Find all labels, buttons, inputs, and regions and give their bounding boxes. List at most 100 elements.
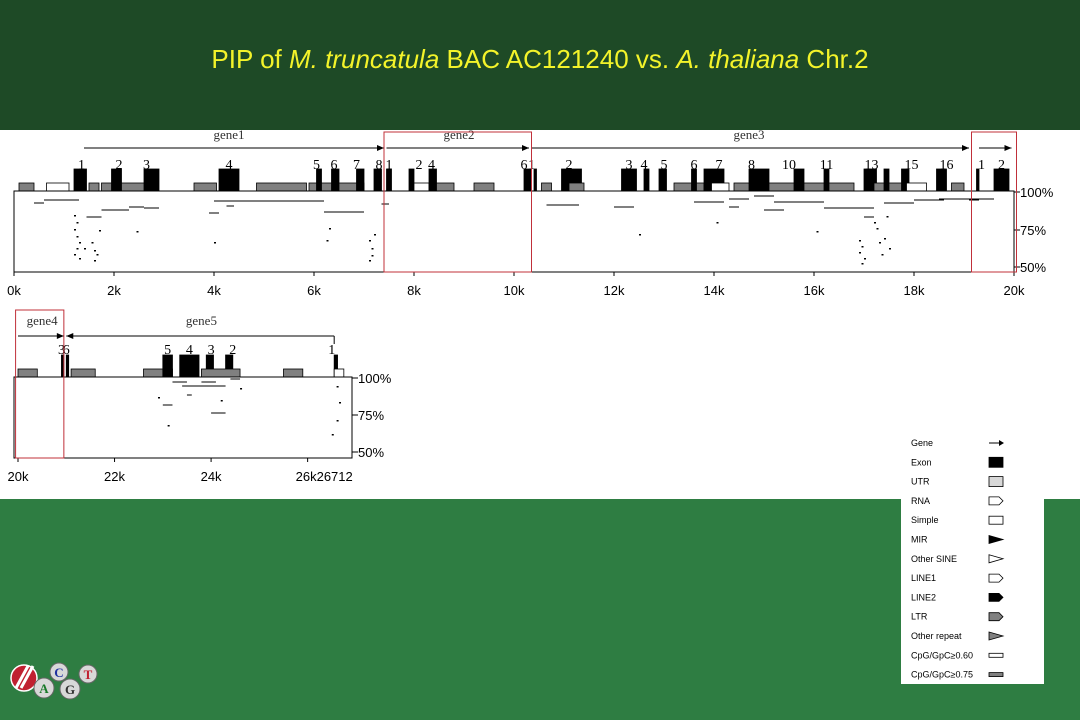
position-tick-label: 2k xyxy=(107,283,121,298)
legend-swatch xyxy=(999,440,1004,446)
alignment-dot xyxy=(861,263,864,265)
position-tick-label: 20k xyxy=(8,469,29,484)
logo-letter: T xyxy=(84,667,93,682)
repeat-box xyxy=(673,182,705,192)
legend-swatch xyxy=(988,496,1004,506)
acgt-logo: A C G T xyxy=(10,662,98,700)
alignment-dot xyxy=(79,258,81,260)
exon-number: 6 xyxy=(63,343,70,358)
legend-item-label: Other SINE xyxy=(911,554,957,564)
gene-label: gene3 xyxy=(733,130,764,142)
exon-number: 2 xyxy=(416,158,423,173)
alignment-dot xyxy=(220,400,223,402)
alignment-dot xyxy=(157,397,160,399)
legend-swatch xyxy=(988,672,1004,678)
exon-number: 2 xyxy=(116,158,123,173)
exon-number: 6 xyxy=(521,158,528,173)
pip-plot-frame xyxy=(13,190,1015,273)
legend-swatch xyxy=(988,573,1004,583)
exon-box xyxy=(111,168,122,192)
alignment-dot xyxy=(874,222,876,224)
white-box-icon xyxy=(988,515,1004,525)
exon-box xyxy=(793,168,805,192)
title-prefix: PIP of xyxy=(211,44,289,74)
identity-tick-label: 75% xyxy=(358,408,384,423)
legend-item-label: CpG/GpC≥0.75 xyxy=(911,670,973,680)
thin-gray-box-icon xyxy=(988,672,1004,678)
exon-box xyxy=(356,168,365,192)
position-tick-label: 24k xyxy=(201,469,222,484)
legend-item-label: UTR xyxy=(911,477,930,487)
exon-box xyxy=(936,168,947,192)
exon-box xyxy=(331,168,340,192)
exon-number: 2 xyxy=(229,343,236,358)
exon-box xyxy=(621,168,637,192)
alignment-dot xyxy=(336,386,339,388)
legend-swatch xyxy=(988,652,1004,658)
exon-number: 4 xyxy=(226,158,233,173)
white-pentagon-icon xyxy=(988,573,1004,583)
exon-number: 10 xyxy=(782,158,796,173)
title-species-1: M. truncatula xyxy=(289,44,440,74)
repeat-box xyxy=(70,368,96,378)
alignment-dot xyxy=(74,215,76,217)
exon-box xyxy=(428,168,437,192)
exon-box xyxy=(883,168,890,192)
alignment-dot xyxy=(76,236,79,238)
slide-header: PIP of M. truncatula BAC AC121240 vs. A.… xyxy=(0,0,1080,130)
alignment-dot xyxy=(881,254,884,256)
exon-box xyxy=(386,168,392,192)
legend-item-label: LINE1 xyxy=(911,573,936,583)
title-suffix: Chr.2 xyxy=(799,44,869,74)
exon-box xyxy=(218,168,240,192)
legend-item-label: LTR xyxy=(911,612,928,622)
identity-tick-label: 75% xyxy=(1020,223,1046,238)
alignment-dot xyxy=(886,216,889,218)
exon-number: 8 xyxy=(376,158,383,173)
exon-number: 4 xyxy=(428,158,435,173)
exon-box xyxy=(408,168,415,192)
pip-figure-panel: gene1 gene2 gene3 1 2 3 4 5 6 7 8 1 2 4 6 1 2 3 4 5 6 7 8 10 11 1… xyxy=(0,130,1080,499)
exon-box xyxy=(748,168,770,192)
legend-item-label: Exon xyxy=(911,457,932,467)
highlight-box xyxy=(971,131,1017,273)
alignment-dot xyxy=(74,254,76,256)
position-tick-label: 0k xyxy=(7,283,21,298)
alignment-dot xyxy=(84,248,86,250)
repeat-box xyxy=(46,182,70,192)
repeat-box xyxy=(256,182,307,192)
alignment-dot xyxy=(329,228,331,230)
alignment-dot xyxy=(79,242,81,244)
repeat-box xyxy=(193,182,217,192)
alignment-dot xyxy=(91,242,94,244)
exon-number: 11 xyxy=(820,158,833,173)
exon-box xyxy=(993,168,1010,192)
exon-box xyxy=(523,168,532,192)
gene-arrow-head xyxy=(522,145,529,151)
exon-number: 5 xyxy=(313,158,320,173)
gene-arrow-head xyxy=(1004,145,1012,151)
alignment-dot xyxy=(94,250,96,252)
black-box-icon xyxy=(988,456,1004,468)
alignment-dot xyxy=(331,434,334,436)
exon-box xyxy=(73,168,87,192)
pip-plot-frame xyxy=(13,376,353,459)
legend-panel: Gene Exon UTR RNA Simple MIR Other SINE LINE1 LI… xyxy=(901,430,1044,684)
position-tick-label: 22k xyxy=(104,469,125,484)
alignment-dot xyxy=(76,248,79,250)
alignment-dot xyxy=(864,258,866,260)
alignment-dot xyxy=(76,222,79,224)
alignment-dot xyxy=(240,388,243,390)
repeat-box xyxy=(711,182,730,192)
gray-pentagon-icon xyxy=(988,612,1004,622)
legend-swatch xyxy=(988,554,1005,564)
repeat-box xyxy=(436,182,455,192)
gene-arrow-head xyxy=(56,333,64,339)
position-tick-label: 6k xyxy=(307,283,321,298)
repeat-box xyxy=(951,182,965,192)
position-tick-label: 14k xyxy=(704,283,725,298)
exon-box xyxy=(162,354,173,378)
alignment-dot xyxy=(884,238,886,240)
logo-letter: A xyxy=(39,681,49,696)
legend: Gene Exon UTR RNA Simple MIR Other SINE LINE1 LI… xyxy=(911,438,1005,680)
